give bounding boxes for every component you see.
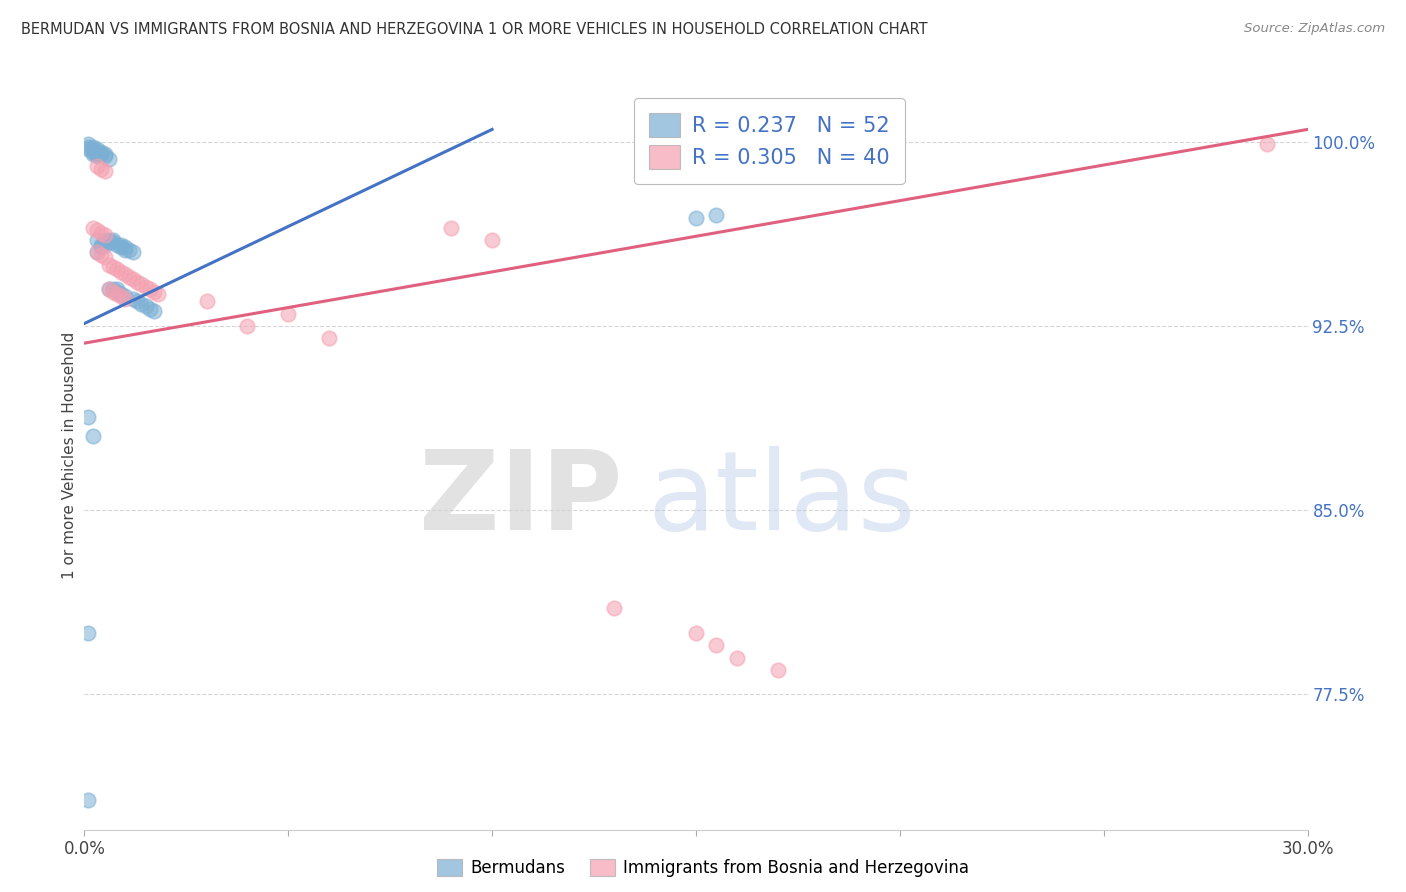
Point: [97, 282, 120, 296]
Point: [142, 285, 165, 299]
Point: [127, 275, 149, 289]
Legend: R = 0.237   N = 52, R = 0.305   N = 40: R = 0.237 N = 52, R = 0.305 N = 40: [634, 98, 904, 184]
Point: [90, 147, 112, 161]
Point: [93, 235, 115, 250]
Point: [318, 331, 340, 345]
Point: [93, 250, 115, 264]
Point: [603, 601, 626, 615]
Point: [105, 238, 128, 252]
Point: [114, 268, 136, 282]
Point: [277, 307, 299, 321]
Point: [110, 238, 132, 252]
Point: [86, 245, 108, 260]
Point: [105, 287, 128, 301]
Point: [685, 211, 707, 225]
Point: [77, 793, 100, 807]
Point: [82, 147, 104, 161]
Point: [97, 258, 120, 272]
Point: [82, 145, 104, 159]
Point: [93, 149, 115, 163]
Point: [93, 238, 115, 252]
Point: [90, 240, 112, 254]
Point: [110, 265, 132, 279]
Text: atlas: atlas: [647, 446, 915, 553]
Point: [86, 145, 108, 159]
Point: [122, 245, 145, 260]
Point: [122, 272, 145, 286]
Point: [122, 292, 145, 306]
Point: [706, 208, 728, 222]
Point: [766, 663, 789, 677]
Point: [195, 294, 218, 309]
Point: [90, 248, 112, 262]
Point: [725, 650, 748, 665]
Point: [93, 233, 115, 247]
Point: [135, 299, 157, 313]
Point: [90, 226, 112, 240]
Point: [101, 260, 124, 274]
Point: [101, 233, 124, 247]
Point: [93, 147, 115, 161]
Point: [101, 235, 124, 250]
Point: [97, 152, 120, 166]
Point: [118, 243, 141, 257]
Point: [86, 233, 108, 247]
Point: [77, 137, 100, 152]
Point: [114, 289, 136, 303]
Point: [105, 282, 128, 296]
Point: [86, 245, 108, 260]
Y-axis label: 1 or more Vehicles in Household: 1 or more Vehicles in Household: [62, 331, 77, 579]
Point: [90, 161, 112, 176]
Point: [82, 139, 104, 153]
Point: [86, 159, 108, 173]
Point: [101, 285, 124, 299]
Text: ZIP: ZIP: [419, 446, 623, 553]
Point: [86, 223, 108, 237]
Point: [114, 240, 136, 254]
Point: [481, 233, 503, 247]
Point: [77, 139, 100, 153]
Point: [236, 318, 259, 333]
Point: [138, 282, 160, 296]
Point: [1256, 137, 1278, 152]
Point: [127, 294, 149, 309]
Point: [131, 297, 153, 311]
Point: [706, 638, 728, 652]
Point: [86, 147, 108, 161]
Point: [110, 289, 132, 303]
Point: [440, 220, 463, 235]
Point: [82, 220, 104, 235]
Point: [146, 287, 169, 301]
Text: Source: ZipAtlas.com: Source: ZipAtlas.com: [1244, 22, 1385, 36]
Point: [97, 235, 120, 250]
Point: [93, 164, 115, 178]
Point: [77, 626, 100, 640]
Legend: Bermudans, Immigrants from Bosnia and Herzegovina: Bermudans, Immigrants from Bosnia and He…: [430, 852, 976, 884]
Point: [82, 142, 104, 156]
Point: [138, 301, 160, 316]
Point: [118, 269, 141, 284]
Text: BERMUDAN VS IMMIGRANTS FROM BOSNIA AND HERZEGOVINA 1 OR MORE VEHICLES IN HOUSEHO: BERMUDAN VS IMMIGRANTS FROM BOSNIA AND H…: [21, 22, 928, 37]
Point: [86, 142, 108, 156]
Point: [110, 287, 132, 301]
Point: [131, 277, 153, 292]
Point: [110, 240, 132, 254]
Point: [105, 285, 128, 299]
Point: [114, 292, 136, 306]
Point: [142, 304, 165, 318]
Point: [97, 282, 120, 296]
Point: [77, 142, 100, 156]
Point: [86, 149, 108, 163]
Point: [114, 243, 136, 257]
Point: [90, 145, 112, 159]
Point: [97, 233, 120, 247]
Point: [77, 409, 100, 424]
Point: [90, 238, 112, 252]
Point: [101, 282, 124, 296]
Point: [135, 279, 157, 293]
Point: [93, 228, 115, 243]
Point: [105, 262, 128, 277]
Point: [82, 429, 104, 443]
Point: [685, 626, 707, 640]
